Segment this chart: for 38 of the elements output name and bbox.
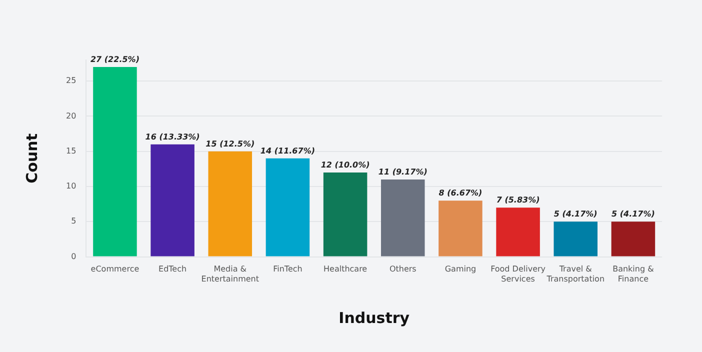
- x-tick-label: FinTech: [273, 264, 302, 274]
- data-label: 16 (13.33%): [145, 132, 200, 142]
- bar: [611, 222, 656, 256]
- data-label: 5 (4.17%): [612, 210, 655, 219]
- y-tick-label: 20: [66, 111, 76, 120]
- data-label: 12 (10.0%): [320, 160, 370, 170]
- bar: [150, 144, 194, 256]
- x-tick-label: Media & Entertainment: [201, 264, 259, 284]
- bar: [496, 208, 540, 256]
- data-label: 11 (9.17%): [378, 168, 428, 177]
- bar: [208, 151, 252, 256]
- x-axis-title: Industry: [338, 308, 410, 327]
- bar: [93, 67, 137, 256]
- bar: [323, 172, 368, 256]
- x-tick-label: Travel & Transportation: [546, 264, 605, 284]
- y-tick-label: 10: [66, 182, 76, 191]
- x-tick-label: EdTech: [158, 264, 187, 274]
- y-axis-title: Count: [22, 133, 41, 184]
- x-tick-label: Others: [389, 264, 416, 274]
- x-tick-label: Gaming: [444, 264, 476, 274]
- x-tick-label: Food Delivery Services: [490, 264, 546, 284]
- data-label: 27 (22.5%): [90, 55, 140, 64]
- data-label: 14 (11.67%): [260, 146, 315, 156]
- bar: [438, 200, 482, 256]
- data-label: 8 (6.67%): [438, 188, 482, 198]
- bar: [554, 222, 598, 256]
- data-label: 15 (12.5%): [206, 139, 255, 148]
- x-tick-label: eCommerce: [90, 264, 140, 274]
- y-tick-label: 5: [71, 216, 76, 226]
- x-tick-label: Banking & Finance: [612, 264, 654, 284]
- y-tick-label: 0: [71, 252, 76, 261]
- bar: [381, 179, 425, 256]
- x-tick-label: Healthcare: [323, 264, 368, 274]
- data-label: 5 (4.17%): [554, 210, 598, 219]
- bar: [266, 158, 310, 256]
- data-label: 7 (5.83%): [496, 196, 540, 205]
- y-tick-label: 25: [66, 76, 76, 86]
- y-tick-label: 15: [66, 146, 76, 156]
